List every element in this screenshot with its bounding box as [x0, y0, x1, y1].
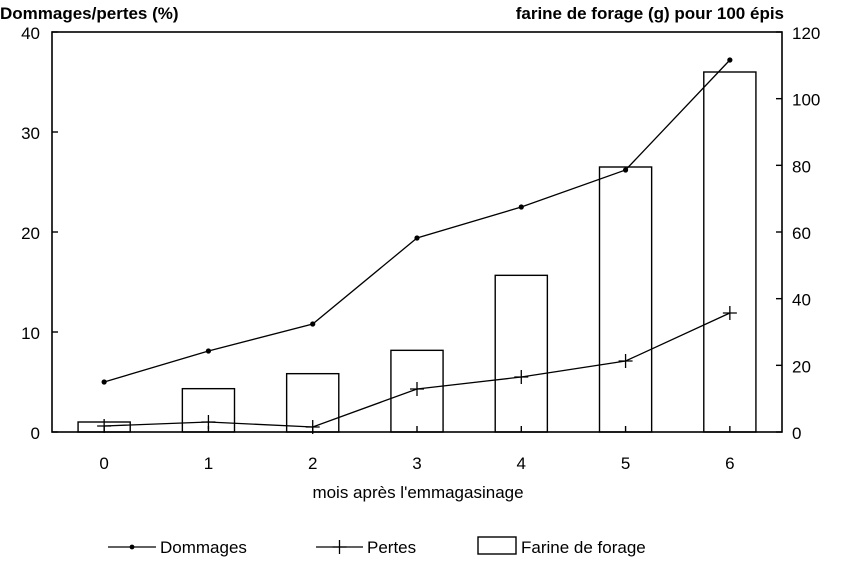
bar-farine-4	[494, 274, 549, 433]
point-pertes-2	[305, 420, 320, 434]
x-tick-label-6: 6	[725, 454, 734, 473]
x-axis-title: mois après l'emmagasinage	[312, 483, 523, 502]
right-tick-label-0: 0	[792, 424, 801, 443]
legend-label-dommages: Dommages	[160, 538, 247, 557]
point-pertes-0	[97, 419, 112, 433]
point-pertes-5	[618, 354, 633, 368]
bar-farine-5	[598, 166, 653, 433]
legend-marker-pertes	[332, 540, 347, 554]
x-tick-label-5: 5	[621, 454, 630, 473]
legend-label-farine: Farine de forage	[521, 538, 646, 557]
point-dommages-6	[727, 57, 733, 63]
plot-area: 0 10 20 30 40 0 20 40 60 80 100 120 0 1 2 3 4 5 6	[21, 24, 820, 473]
legend-item-farine: Farine de forage	[477, 536, 646, 557]
right-tick-label-5: 100	[792, 91, 820, 110]
point-dommages-2	[310, 321, 316, 327]
x-tick-label-2: 2	[308, 454, 317, 473]
point-dommages-3	[414, 235, 420, 241]
point-dommages-4	[518, 204, 524, 210]
x-tick-label-3: 3	[412, 454, 421, 473]
point-pertes-6	[722, 306, 737, 320]
legend: Dommages Pertes Farine de forage	[108, 536, 646, 557]
point-pertes-4	[514, 370, 529, 384]
right-tick-label-2: 40	[792, 291, 811, 310]
legend-swatch-farine	[477, 536, 517, 555]
legend-item-dommages: Dommages	[108, 538, 247, 557]
point-dommages-0	[101, 379, 107, 385]
legend-item-pertes: Pertes	[316, 538, 416, 557]
left-axis-title: Dommages/pertes (%)	[0, 4, 179, 23]
point-dommages-5	[622, 167, 629, 173]
bar-farine-1	[181, 387, 236, 433]
legend-label-pertes: Pertes	[367, 538, 416, 557]
right-tick-label-4: 80	[792, 157, 811, 176]
legend-marker-dommages	[129, 544, 135, 550]
right-tick-label-1: 20	[792, 357, 811, 376]
left-tick-label-4: 40	[21, 24, 40, 43]
point-dommages-1	[205, 348, 212, 354]
point-pertes-3	[410, 382, 424, 396]
bar-farine-6	[703, 71, 757, 433]
x-tick-label-4: 4	[517, 454, 526, 473]
point-pertes-1	[201, 415, 216, 429]
left-tick-label-3: 30	[21, 124, 40, 143]
x-tick-label-1: 1	[204, 454, 213, 473]
right-tick-label-3: 60	[792, 224, 811, 243]
x-tick-label-0: 0	[99, 454, 108, 473]
left-tick-label-1: 10	[21, 324, 40, 343]
left-tick-label-2: 20	[21, 224, 40, 243]
left-tick-label-0: 0	[31, 424, 40, 443]
right-tick-label-6: 120	[792, 24, 820, 43]
right-axis-title: farine de forage (g) pour 100 épis	[516, 4, 784, 23]
